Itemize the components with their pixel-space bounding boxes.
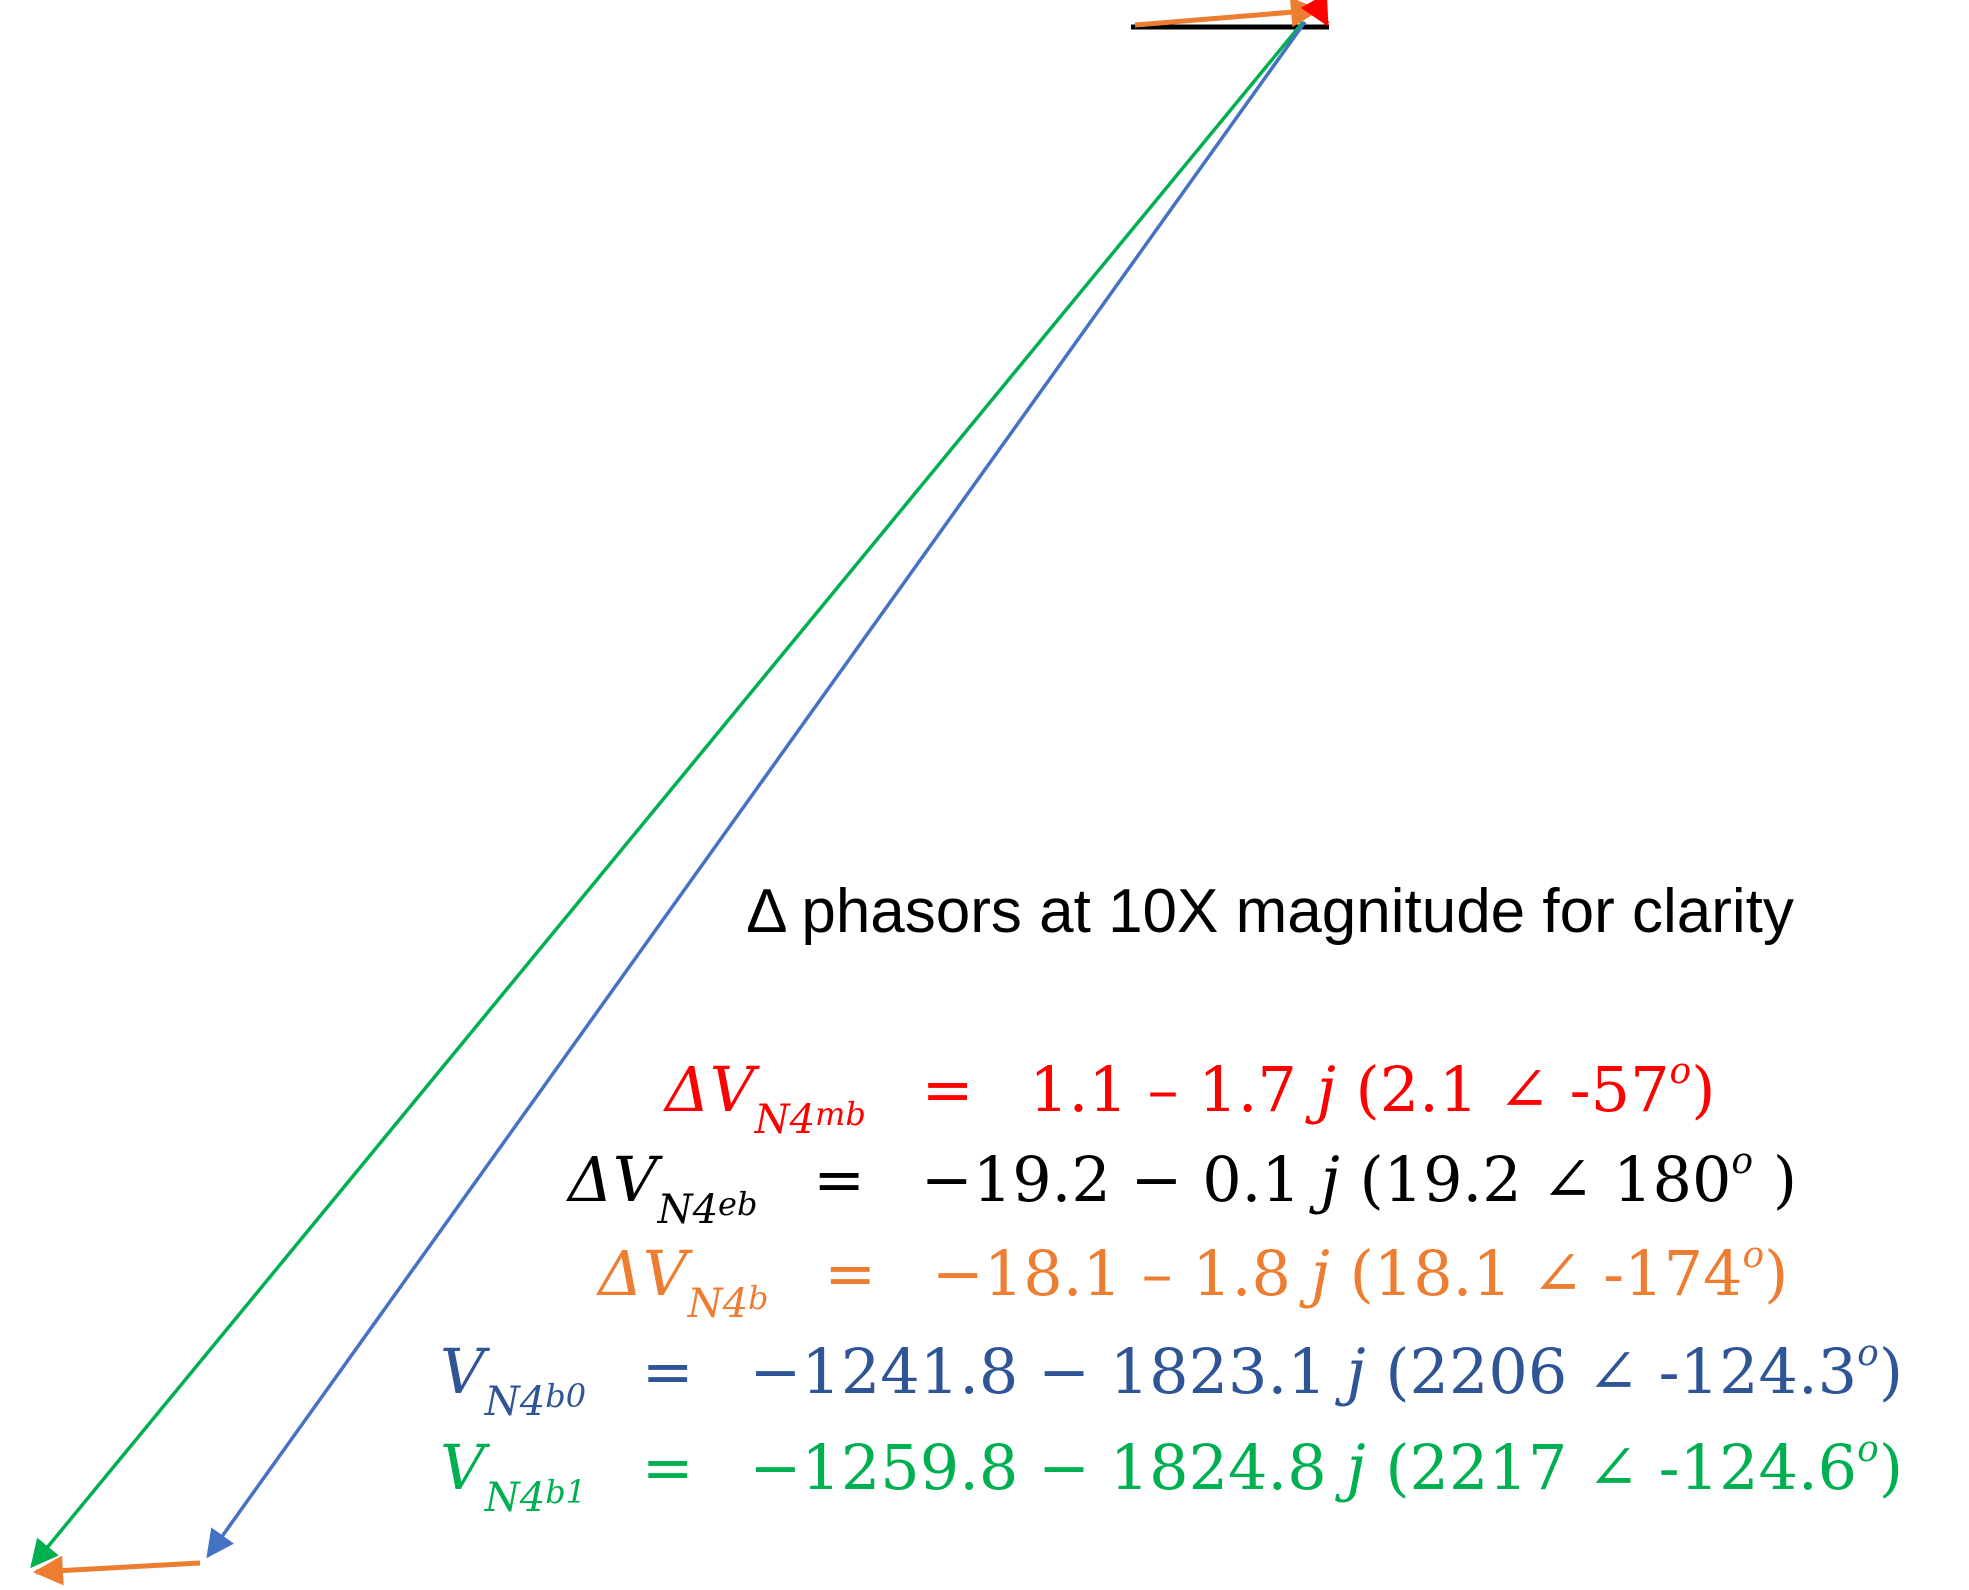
degree-superscript: o bbox=[1731, 1141, 1754, 1182]
degree-superscript: o bbox=[1742, 1235, 1765, 1276]
imaginary-unit: j bbox=[1316, 1053, 1336, 1126]
equation-sub-subscript: eb bbox=[718, 1185, 758, 1223]
equation-polar-close: ) bbox=[1753, 1143, 1798, 1216]
equals-sign: = bbox=[641, 1335, 694, 1408]
equals-sign: = bbox=[813, 1143, 866, 1216]
equation-polar-value: (19.2 ∠ 180 bbox=[1359, 1143, 1732, 1216]
equation-polar-close: ) bbox=[1691, 1053, 1716, 1126]
v-n4b0-phasor bbox=[206, 20, 1307, 1559]
v-n4b1-phasor bbox=[30, 20, 1305, 1569]
equation-polar-value: (2217 ∠ -124.6 bbox=[1385, 1431, 1858, 1504]
equation-polar-value: (2206 ∠ -124.3 bbox=[1385, 1335, 1858, 1408]
equation-subscript: N4 bbox=[484, 1379, 546, 1425]
equation-subscript: N4 bbox=[484, 1475, 546, 1521]
diagram-caption: Δ phasors at 10X magnitude for clarity bbox=[746, 877, 1794, 946]
delta-v-b-phasor-top bbox=[1134, 0, 1321, 28]
imaginary-unit: j bbox=[1310, 1237, 1330, 1310]
equation-polar-value: (2.1 ∠ -57 bbox=[1355, 1053, 1670, 1126]
equation-symbol: ΔV bbox=[598, 1237, 688, 1310]
equation-polar-close: ) bbox=[1878, 1335, 1904, 1408]
equation-symbol: ΔV bbox=[568, 1143, 658, 1216]
delta-v-mb-phasor bbox=[1300, 0, 1330, 27]
imaginary-unit: j bbox=[1320, 1143, 1340, 1216]
equals-sign: = bbox=[824, 1237, 877, 1310]
equation-subscript: N4 bbox=[687, 1281, 749, 1327]
equation-v-n4b0: VN4b0 = −1241.8 − 1823.1 j (2206 ∠ -124.… bbox=[440, 1314, 1903, 1442]
equation-rectangular-value: −1259.8 − 1824.8 bbox=[749, 1431, 1327, 1504]
equation-sub-subscript: b1 bbox=[545, 1473, 587, 1511]
imaginary-unit: j bbox=[1346, 1431, 1366, 1504]
equation-rectangular-value: −19.2 − 0.1 bbox=[920, 1143, 1301, 1216]
equation-symbol: V bbox=[440, 1431, 485, 1504]
equation-delta-v-mb: ΔVN4mb = 1.1 – 1.7 j (2.1 ∠ -57o) bbox=[665, 1032, 1715, 1160]
equation-sub-subscript: mb bbox=[815, 1095, 866, 1133]
equals-sign: = bbox=[641, 1431, 694, 1504]
delta-v-b-phasor-bottom bbox=[33, 1555, 201, 1586]
equation-delta-v-eb: ΔVN4eb = −19.2 − 0.1 j (19.2 ∠ 180o ) bbox=[568, 1122, 1797, 1250]
equation-symbol: ΔV bbox=[665, 1053, 755, 1126]
degree-superscript: o bbox=[1857, 1333, 1879, 1374]
degree-superscript: o bbox=[1669, 1051, 1692, 1092]
equation-sub-subscript: b bbox=[748, 1279, 769, 1317]
imaginary-unit: j bbox=[1346, 1335, 1366, 1408]
equation-polar-value: (18.1 ∠ -174 bbox=[1349, 1237, 1743, 1310]
equals-sign: = bbox=[921, 1053, 974, 1126]
equation-polar-close: ) bbox=[1764, 1237, 1789, 1310]
equation-v-n4b1: VN4b1 = −1259.8 − 1824.8 j (2217 ∠ -124.… bbox=[440, 1410, 1903, 1538]
equation-rectangular-value: −1241.8 − 1823.1 bbox=[749, 1335, 1327, 1408]
equation-delta-v-b: ΔVN4b = −18.1 – 1.8 j (18.1 ∠ -174o) bbox=[598, 1216, 1788, 1344]
equation-polar-close: ) bbox=[1878, 1431, 1904, 1504]
equation-subscript: N4 bbox=[754, 1097, 816, 1143]
equation-subscript: N4 bbox=[657, 1187, 719, 1233]
degree-superscript: o bbox=[1857, 1429, 1879, 1470]
equation-rectangular-value: −18.1 – 1.8 bbox=[931, 1237, 1291, 1310]
equation-sub-subscript: b0 bbox=[545, 1377, 587, 1415]
equation-symbol: V bbox=[440, 1335, 485, 1408]
equation-rectangular-value: 1.1 – 1.7 bbox=[1029, 1053, 1297, 1126]
